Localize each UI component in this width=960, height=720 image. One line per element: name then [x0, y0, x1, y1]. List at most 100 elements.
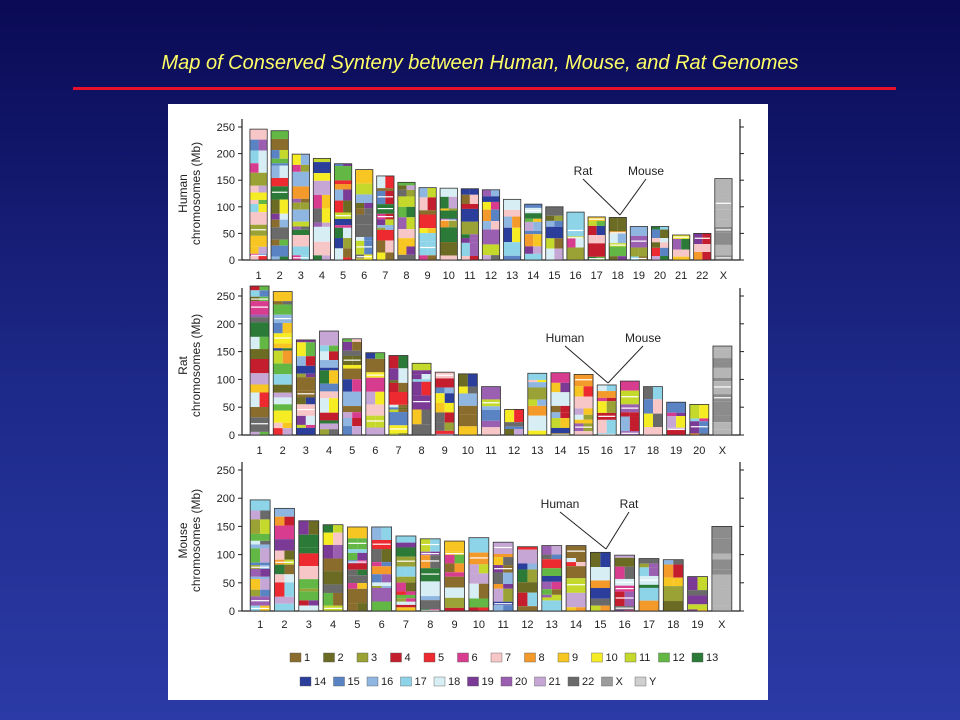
synteny-segment [609, 246, 627, 257]
synteny-segment [298, 605, 319, 611]
synteny-segment [260, 568, 271, 577]
segment-gap [567, 229, 584, 232]
chromosome-bar [249, 499, 271, 612]
synteny-segment [250, 431, 260, 435]
chromosome-outline [608, 217, 627, 261]
synteny-segment [712, 346, 732, 350]
segment-gap [250, 229, 267, 231]
synteny-segment [271, 186, 289, 200]
chromosome-bar [643, 386, 663, 436]
synteny-segment [250, 568, 261, 577]
y-tick-label: 0 [229, 255, 235, 267]
segment-gap [713, 386, 731, 388]
synteny-segment [376, 229, 395, 241]
segment-gap [356, 246, 372, 248]
synteny-segment [249, 129, 268, 140]
synteny-segment [398, 355, 408, 369]
synteny-segment [271, 138, 289, 151]
synteny-segment [250, 562, 271, 566]
synteny-segment [712, 349, 732, 359]
legend-label: X [616, 676, 624, 688]
synteny-segment [711, 559, 732, 570]
chromosome-label: 3 [303, 445, 309, 457]
synteny-segment [606, 419, 617, 434]
synteny-segment [357, 569, 368, 576]
chromosome-outline [492, 541, 514, 612]
synteny-segment [550, 427, 570, 434]
chromosome-outline [249, 285, 270, 436]
synteny-segment [323, 532, 334, 545]
synteny-segment [412, 395, 432, 410]
synteny-segment [467, 373, 478, 387]
synteny-segment [364, 237, 373, 241]
synteny-segment [313, 180, 331, 195]
legend-swatch [366, 676, 379, 687]
synteny-segment [468, 583, 479, 599]
synteny-segment [300, 202, 310, 210]
chromosome-bar [545, 206, 564, 261]
legend-swatch [624, 652, 637, 663]
segment-gap [598, 433, 616, 436]
synteny-segment [566, 212, 585, 226]
synteny-segment [273, 322, 283, 334]
synteny-segment [566, 238, 576, 248]
chromosome-bar [589, 551, 611, 612]
synteny-segment [313, 222, 322, 227]
synteny-segment [574, 414, 584, 420]
synteny-segment [273, 428, 283, 435]
synteny-segment [329, 345, 339, 352]
synteny-segment [583, 414, 594, 420]
y-tick-label: 50 [223, 228, 235, 240]
synteny-segment [440, 196, 449, 209]
synteny-segment [296, 377, 316, 391]
segment-gap [673, 236, 689, 238]
synteny-segment [517, 563, 528, 570]
synteny-segment [319, 391, 339, 399]
synteny-segment [504, 429, 515, 435]
synteny-segment [643, 386, 653, 400]
synteny-segment [566, 247, 585, 260]
synteny-segment [630, 226, 648, 236]
synteny-segment [491, 221, 500, 230]
synteny-segment [249, 192, 268, 200]
chromosome-outline [418, 187, 437, 261]
segment-gap [631, 257, 647, 260]
synteny-segment [444, 412, 455, 423]
synteny-segment [298, 588, 319, 592]
chromosome-label: X [720, 270, 728, 282]
synteny-segment [491, 209, 500, 222]
synteny-segment [554, 238, 564, 249]
synteny-segment [319, 383, 339, 392]
chromosome-outline [295, 339, 316, 436]
synteny-segment [517, 606, 538, 611]
segment-gap [615, 607, 634, 609]
synteny-segment [689, 418, 700, 422]
chromosome-bar [418, 187, 437, 261]
y-tick-label: 100 [217, 374, 235, 386]
synteny-segment [300, 198, 310, 203]
synteny-segment [435, 402, 445, 413]
synteny-segment [273, 410, 293, 423]
y-tick-label: 250 [217, 291, 235, 303]
chromosome-label: 12 [508, 445, 520, 457]
synteny-segment [258, 139, 268, 151]
synteny-segment [292, 202, 301, 210]
chromosome-label: 7 [403, 619, 409, 631]
synteny-segment [355, 214, 373, 225]
chromosome-label: 18 [612, 270, 624, 282]
synteny-segment [292, 164, 301, 172]
segment-gap [494, 603, 513, 605]
synteny-segment [421, 370, 432, 375]
synteny-segment [398, 380, 408, 383]
legend-swatch [423, 652, 436, 663]
synteny-segment [334, 180, 352, 185]
synteny-segment [342, 368, 362, 380]
chromosome-bar [298, 520, 320, 612]
synteny-segment [347, 588, 368, 604]
synteny-segment [651, 238, 661, 243]
chromosome-label: 13 [506, 270, 518, 282]
synteny-segment [651, 247, 661, 256]
synteny-segment [308, 520, 319, 535]
synteny-segment [693, 251, 703, 260]
synteny-segment [524, 221, 534, 231]
